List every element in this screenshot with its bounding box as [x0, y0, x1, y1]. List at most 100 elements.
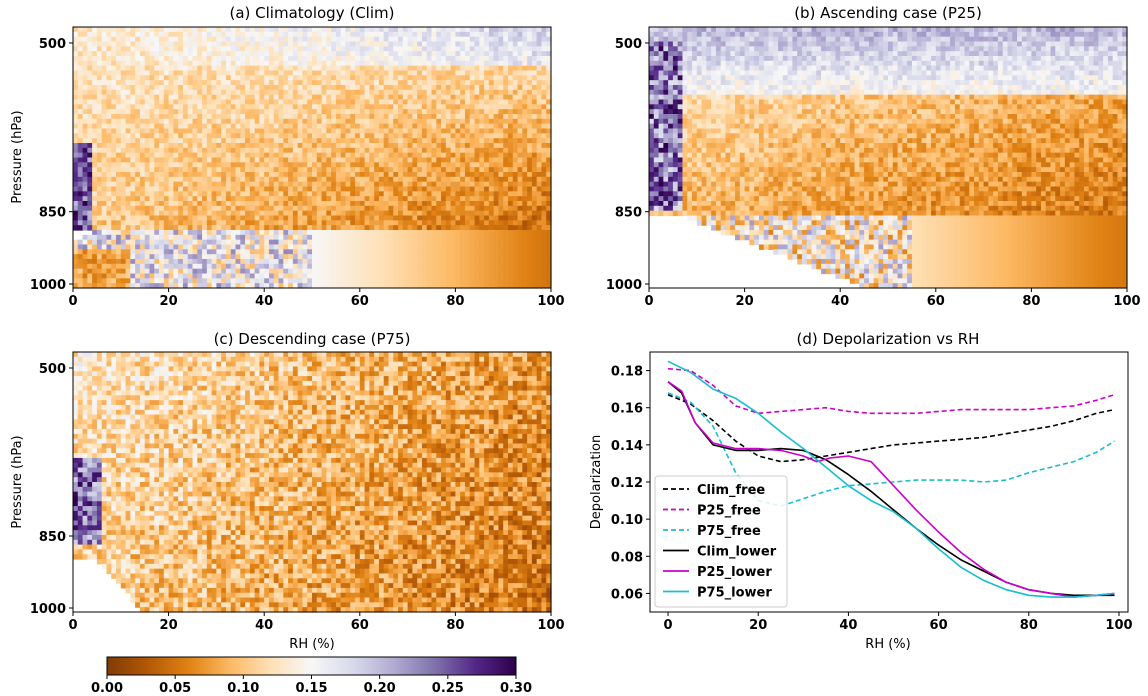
heatmap-cell — [106, 205, 112, 212]
heatmap-cell — [498, 123, 504, 130]
heatmap-cell — [359, 51, 366, 57]
heatmap-cell — [292, 172, 299, 178]
heatmap-cell — [163, 263, 170, 270]
heatmap-cell — [82, 234, 88, 241]
heatmap-cell — [111, 210, 117, 217]
heatmap-cell — [259, 172, 265, 178]
heatmap-cell — [393, 85, 399, 91]
heatmap-cell — [259, 56, 265, 62]
heatmap-cell — [364, 167, 370, 173]
heatmap-cell — [297, 123, 304, 130]
heatmap-cell — [245, 186, 251, 192]
heatmap-cell — [541, 99, 547, 105]
heatmap-cell — [355, 70, 361, 76]
heatmap-cell — [278, 133, 284, 139]
heatmap-cell — [374, 94, 380, 101]
heatmap-cell — [264, 36, 270, 43]
heatmap-cell — [369, 56, 375, 62]
heatmap-cell — [412, 244, 418, 250]
heatmap-cell — [92, 239, 98, 246]
heatmap-cell — [426, 230, 433, 236]
heatmap-cell — [517, 143, 523, 149]
heatmap-cell — [393, 70, 399, 76]
heatmap-cell — [268, 114, 275, 120]
heatmap-cell — [393, 234, 399, 241]
heatmap-cell — [484, 162, 490, 168]
heatmap-cell — [249, 128, 256, 134]
heatmap-cell — [96, 239, 103, 246]
heatmap-cell — [431, 70, 437, 76]
heatmap-cell — [225, 186, 232, 192]
heatmap-cell — [82, 99, 88, 105]
heatmap-cell — [125, 109, 131, 115]
heatmap-cell — [159, 138, 165, 144]
heatmap-cell — [302, 152, 308, 159]
heatmap-cell — [149, 36, 155, 43]
heatmap-cell — [101, 234, 108, 241]
heatmap-cell — [522, 244, 528, 250]
heatmap-cell — [249, 51, 256, 57]
heatmap-cell — [479, 46, 485, 52]
heatmap-cell — [240, 239, 246, 246]
heatmap-cell — [488, 196, 495, 202]
heatmap-cell — [297, 85, 304, 91]
heatmap-cell — [221, 41, 227, 47]
heatmap-cell — [273, 254, 280, 260]
heatmap-cell — [312, 244, 318, 250]
heatmap-cell — [522, 75, 528, 81]
heatmap-cell — [73, 244, 79, 250]
heatmap-cell — [479, 259, 485, 265]
heatmap-cell — [331, 220, 337, 226]
heatmap-cell — [345, 60, 351, 67]
heatmap-cell — [484, 147, 490, 154]
heatmap-cell — [216, 249, 222, 255]
heatmap-cell — [359, 230, 366, 236]
heatmap-cell — [77, 176, 84, 183]
heatmap-cell — [331, 215, 337, 221]
heatmap-cell — [388, 230, 394, 236]
heatmap-cell — [149, 220, 155, 226]
heatmap-cell — [369, 114, 375, 120]
heatmap-cell — [144, 157, 151, 163]
heatmap-cell — [369, 109, 375, 115]
heatmap-cell — [484, 215, 490, 221]
heatmap-cell — [531, 181, 538, 188]
heatmap-cell — [92, 56, 98, 62]
heatmap-cell — [292, 65, 299, 72]
heatmap-cell — [211, 201, 217, 207]
heatmap-cell — [321, 27, 327, 33]
heatmap-cell — [340, 181, 347, 188]
heatmap-cell — [326, 176, 332, 183]
heatmap-cell — [441, 234, 447, 241]
heatmap-cell — [460, 133, 466, 139]
heatmap-cell — [507, 152, 514, 159]
heatmap-cell — [536, 230, 543, 236]
heatmap-cell — [464, 176, 471, 183]
heatmap-cell — [498, 60, 504, 67]
heatmap-cell — [359, 215, 366, 221]
heatmap-cell — [302, 230, 308, 236]
heatmap-cell — [82, 109, 88, 115]
heatmap-cell — [340, 157, 347, 163]
heatmap-cell — [398, 210, 404, 217]
heatmap-cell — [221, 172, 227, 178]
heatmap-cell — [211, 186, 217, 192]
heatmap-cell — [192, 51, 198, 57]
heatmap-cell — [331, 230, 337, 236]
heatmap-cell — [302, 128, 308, 134]
heatmap-cell — [120, 162, 127, 168]
heatmap-cell — [139, 80, 146, 86]
heatmap-cell — [225, 167, 232, 173]
heatmap-cell — [498, 201, 504, 207]
heatmap-cell — [92, 143, 98, 149]
heatmap-cell — [202, 259, 208, 265]
heatmap-cell — [240, 46, 246, 52]
heatmap-cell — [283, 27, 289, 33]
heatmap-cell — [106, 162, 112, 168]
heatmap-cell — [469, 75, 476, 81]
heatmap-cell — [345, 99, 351, 105]
heatmap-cell — [507, 196, 514, 202]
heatmap-cell — [211, 259, 217, 265]
heatmap-cell — [531, 75, 538, 81]
heatmap-cell — [264, 89, 270, 96]
